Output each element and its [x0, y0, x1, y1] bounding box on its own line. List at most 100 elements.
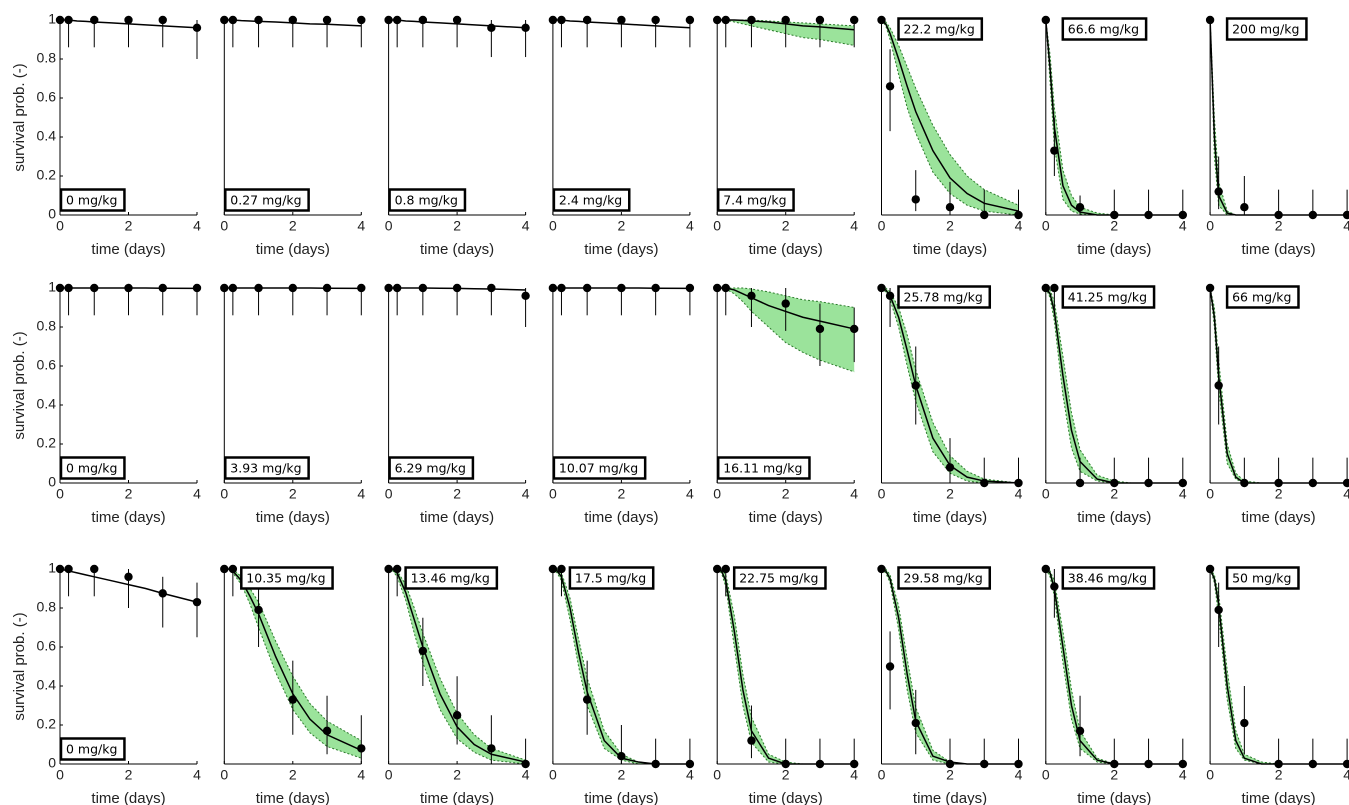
data-point: [452, 15, 462, 25]
data-point: [911, 381, 920, 390]
x-tick-label: 0: [220, 767, 228, 783]
x-tick-label: 2: [782, 767, 790, 783]
data-point: [254, 15, 263, 25]
x-tick-label: 0: [56, 767, 64, 783]
x-tick-label: 0: [713, 486, 721, 502]
x-tick-label: 2: [1110, 218, 1118, 234]
band-edge: [717, 287, 855, 308]
annotation: 22.75 mg/kg: [739, 571, 818, 586]
data-point: [124, 15, 133, 25]
x-tick-label: 4: [1015, 767, 1023, 783]
y-tick-label: 0.2: [37, 716, 57, 732]
data-point: [582, 695, 592, 704]
data-point: [548, 564, 558, 574]
annotation-box: [59, 737, 126, 761]
y-tick-label: 0.2: [37, 435, 57, 451]
band-edge: [881, 19, 1019, 216]
y-tick-label: 0.2: [37, 167, 57, 183]
x-tick-label: 0: [220, 486, 228, 502]
y-axis-label: survival prob. (-): [11, 331, 28, 439]
x-tick-label: 2: [453, 486, 461, 502]
annotation-box: [59, 188, 126, 212]
x-tick-label: 4: [686, 486, 694, 502]
band-edge: [1209, 568, 1348, 765]
annotation: 16.11 mg/kg: [723, 461, 802, 476]
data-point: [850, 324, 859, 334]
data-point: [392, 564, 402, 574]
data-point: [747, 736, 756, 745]
data-point: [1178, 759, 1188, 769]
x-tick-label: 4: [522, 218, 530, 234]
data-point: [1041, 564, 1051, 574]
data-point: [911, 718, 920, 728]
data-point: [1014, 478, 1023, 488]
x-tick-label: 2: [1275, 486, 1283, 502]
x-axis-label: time (days): [1242, 509, 1316, 526]
band-edge: [717, 19, 855, 46]
data-point: [521, 291, 530, 300]
x-tick-label: 2: [1110, 486, 1118, 502]
y-tick-label: 0.4: [37, 677, 57, 693]
x-tick-label: 2: [946, 218, 954, 234]
x-axis-label: time (days): [420, 241, 494, 258]
data-point: [1274, 210, 1283, 220]
panel: 0 2 4 time (days) 0 0.2 0.4 0.6 0.8 1 survival pro…: [11, 11, 202, 258]
y-tick-label: 0.4: [37, 128, 57, 144]
x-tick-label: 4: [1179, 218, 1187, 234]
panel: 0 2 4 time (days) 10.35 mg/kg: [220, 564, 366, 805]
data-point: [487, 744, 496, 753]
annotation-box: [224, 188, 310, 212]
data-point: [713, 15, 722, 25]
confidence-band: [881, 20, 1019, 215]
model-curve: [1209, 19, 1348, 216]
data-point: [322, 283, 332, 293]
x-axis-label: time (days): [913, 509, 987, 526]
data-point: [815, 759, 825, 769]
data-point: [617, 15, 626, 25]
annotation-box: [388, 456, 475, 480]
data-point: [1014, 759, 1023, 769]
x-axis-label: time (days): [420, 790, 494, 805]
data-point: [1205, 283, 1215, 293]
annotation-box: [1061, 285, 1156, 309]
data-point: [877, 15, 886, 25]
data-point: [322, 15, 332, 25]
band-edge: [224, 568, 362, 742]
data-point: [1308, 210, 1318, 220]
data-point: [885, 82, 895, 91]
data-point: [55, 283, 65, 293]
data-point: [1308, 759, 1318, 769]
y-tick-label: 0.8: [37, 50, 57, 66]
data-point: [1144, 210, 1153, 220]
panel: 0 2 4 time (days) 66.6 mg/kg: [1041, 15, 1188, 258]
x-tick-label: 4: [193, 767, 201, 783]
data-point: [1041, 15, 1051, 25]
data-point: [721, 564, 730, 574]
data-point: [392, 15, 402, 25]
x-tick-label: 4: [1179, 767, 1187, 783]
band-edge: [1209, 19, 1348, 216]
data-point: [124, 572, 133, 581]
data-point: [55, 564, 65, 574]
x-axis-label: time (days): [749, 241, 823, 258]
data-point: [124, 283, 133, 293]
annotation: 0 mg/kg: [66, 461, 117, 476]
data-point: [548, 15, 558, 25]
data-point: [651, 15, 660, 25]
data-point: [1205, 564, 1215, 574]
y-tick-label: 0: [48, 206, 56, 222]
annotation: 0.8 mg/kg: [395, 193, 458, 208]
data-point: [685, 283, 695, 293]
y-tick-label: 0: [48, 755, 56, 771]
annotation-box: [552, 456, 647, 480]
annotation: 29.58 mg/kg: [904, 571, 983, 586]
data-point: [815, 15, 825, 25]
annotation: 25.78 mg/kg: [904, 290, 983, 305]
data-point: [1075, 203, 1085, 212]
data-point: [945, 203, 955, 212]
data-point: [357, 15, 366, 25]
panel: 0 2 4 time (days) 6.29 mg/kg: [384, 283, 530, 526]
confidence-band: [1045, 20, 1183, 215]
data-point: [1214, 605, 1223, 615]
x-axis-label: time (days): [1242, 790, 1316, 805]
